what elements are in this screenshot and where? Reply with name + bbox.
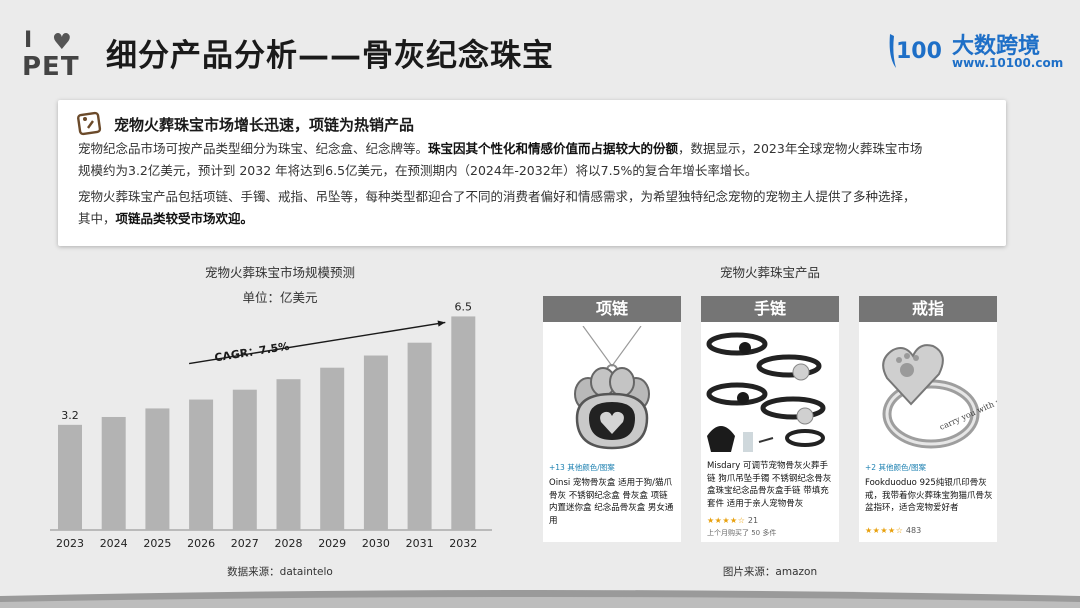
rating-stars-icon: ★★★★☆ <box>865 526 904 535</box>
x-tick-2025: 2025 <box>143 537 171 550</box>
brand-url: www.10100.com <box>952 56 1064 70</box>
x-tick-2031: 2031 <box>406 537 434 550</box>
product-description[interactable]: Misdary 可调节宠物骨灰火葬手链 狗爪吊坠手镯 不锈钢纪念骨灰盒珠宝纪念品… <box>707 461 832 509</box>
product-card-bracelet[interactable]: 手链 Misdary 可调节宠物骨灰火葬手链 狗爪吊坠手镯 不锈钢纪念骨灰盒珠宝… <box>701 296 839 542</box>
card-p4-b: 项链品类较受市场欢迎。 <box>115 211 254 226</box>
heart-icon: ♥ <box>52 30 72 55</box>
bar-2025 <box>145 408 170 530</box>
review-count[interactable]: 21 <box>747 516 759 525</box>
bar-2026 <box>189 399 214 530</box>
bottom-decor-bar <box>0 590 1080 608</box>
bar-2023 <box>58 424 82 530</box>
product-more-options-link[interactable]: +2 其他颜色/图案 <box>865 463 926 472</box>
product-card-necklace[interactable]: 项链 +13 其他颜色/图案 Oinsi 宠物骨灰盒 适用于狗/猫爪骨灰 不锈钢… <box>543 296 681 542</box>
heart-ring-image: carry you with me <box>882 344 997 449</box>
bar-2028 <box>276 379 301 530</box>
bar-2030 <box>363 355 388 530</box>
bar-2024 <box>101 416 126 530</box>
product-more-options-link[interactable]: +13 其他颜色/图案 <box>549 463 615 472</box>
card-p1-b: 珠宝因其个性化和情感价值而占据较大的份额 <box>428 141 679 156</box>
logo-line2: PET <box>22 52 80 82</box>
market-size-chart: 2023 3.2 2024 2025 2026 2027 2028 2029 2030 2031 2… <box>50 300 492 550</box>
card-paragraph-4: 其中，项链品类较受市场欢迎。 <box>78 208 990 229</box>
chart-source: 数据来源：dataintelo <box>227 566 333 578</box>
product-rating: ★★★★☆ 21 <box>707 516 758 525</box>
product-header: 手链 <box>701 296 839 322</box>
chart-unit: 单位：亿美元 <box>242 290 318 305</box>
card-heading: 宠物火葬珠宝市场增长迅速，项链为热销产品 <box>114 116 415 134</box>
brand-mark-text: 100 <box>896 39 942 64</box>
cagr-annotation: CAGR：7.5% <box>214 340 291 365</box>
pet-logo: I ♥ PET <box>22 28 88 88</box>
products-title: 宠物火葬珠宝产品 <box>719 265 820 280</box>
paw-locket-necklace-image <box>574 326 650 450</box>
data-label-2023: 3.2 <box>61 409 79 422</box>
x-tick-2027: 2027 <box>231 537 259 550</box>
product-card-ring[interactable]: 戒指 carry you with me +2 其他颜色/图案 Fookduod… <box>859 296 997 542</box>
x-tick-2026: 2026 <box>187 537 215 550</box>
brand-mark-icon: 100 <box>889 34 942 68</box>
product-description[interactable]: Oinsi 宠物骨灰盒 适用于狗/猫爪骨灰 不锈钢纪念盒 骨灰盒 项链 内置迷你… <box>549 478 674 526</box>
card-paragraph-2: 规模约为3.2亿美元，预计到 2032 年将达到6.5亿美元，在预测期内（202… <box>78 163 758 178</box>
chart-title: 宠物火葬珠宝市场规模预测 <box>204 265 355 280</box>
x-tick-2030: 2030 <box>362 537 390 550</box>
price-tag-icon <box>77 111 102 136</box>
x-tick-2029: 2029 <box>318 537 346 550</box>
x-tick-2032: 2032 <box>449 537 477 550</box>
trend-arrow-line <box>188 321 446 365</box>
product-header: 戒指 <box>859 296 997 322</box>
paw-bracelet-image <box>706 332 826 452</box>
product-header: 项链 <box>543 296 681 322</box>
x-tick-2024: 2024 <box>100 537 128 550</box>
page-title: 细分产品分析——骨灰纪念珠宝 <box>106 38 554 74</box>
card-p4-a: 其中， <box>78 211 116 226</box>
bar-2031 <box>407 342 432 530</box>
summary-card: 宠物火葬珠宝市场增长迅速，项链为热销产品 宠物纪念品市场可按产品类型细分为珠宝、… <box>58 100 1006 246</box>
bar-2027 <box>232 389 257 530</box>
card-p1-a: 宠物纪念品市场可按产品类型细分为珠宝、纪念盒、纪念牌等。 <box>78 141 429 156</box>
x-tick-2023: 2023 <box>56 537 84 550</box>
trend-arrow-head <box>437 320 446 327</box>
logo-line1: I <box>24 28 34 53</box>
brand-name: 大数跨境 <box>952 34 1041 59</box>
bar-2032 <box>451 316 476 530</box>
rating-stars-icon: ★★★★☆ <box>707 516 746 525</box>
products-source: 图片来源：amazon <box>722 566 818 578</box>
review-count[interactable]: 483 <box>905 526 922 535</box>
card-paragraph-1: 宠物纪念品市场可按产品类型细分为珠宝、纪念盒、纪念牌等。珠宝因其个性化和情感价值… <box>78 138 990 159</box>
product-sales-note: 上个月购买了 50 多件 <box>707 529 777 537</box>
data-label-2032: 6.5 <box>455 300 473 313</box>
product-description[interactable]: Fookduoduo 925纯银爪印骨灰戒，我带着你火葬珠宝狗猫爪骨灰盆指环，适… <box>865 478 993 513</box>
product-rating: ★★★★☆ 483 <box>865 526 921 535</box>
x-tick-2028: 2028 <box>275 537 303 550</box>
brand-logo: 100 大数跨境 www.10100.com <box>886 26 1066 76</box>
card-p1-c: ，数据显示，2023年全球宠物火葬珠宝市场 <box>678 141 923 156</box>
bar-2029 <box>320 367 345 530</box>
card-paragraph-3: 宠物火葬珠宝产品包括项链、手镯、戒指、吊坠等，每种类型都迎合了不同的消费者偏好和… <box>78 189 916 204</box>
